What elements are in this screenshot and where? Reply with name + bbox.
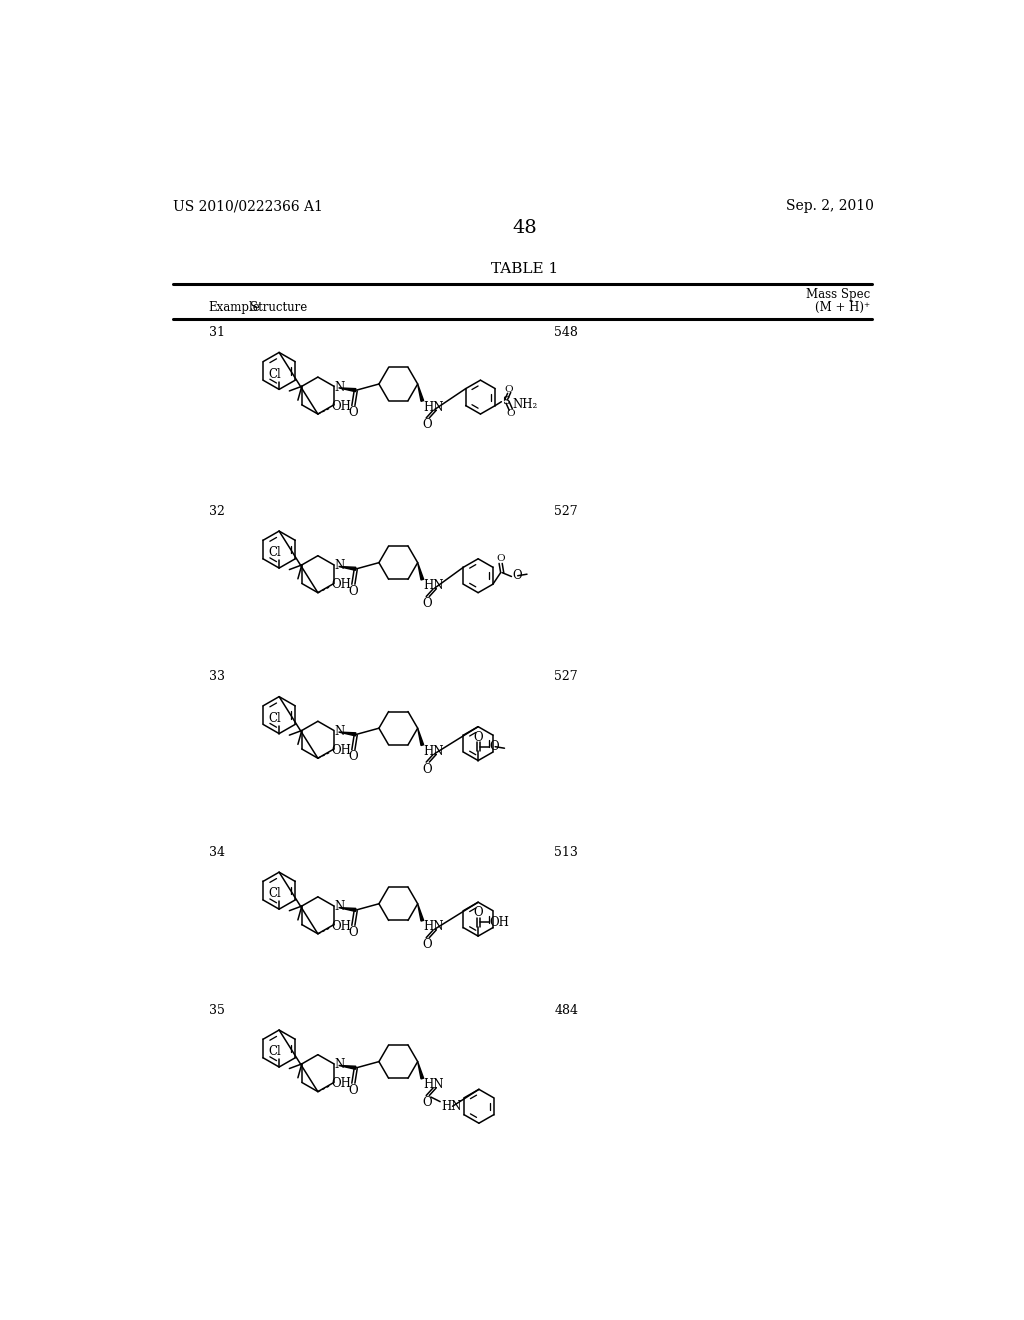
Text: 48: 48 [512,219,538,236]
Text: 31: 31 [209,326,224,339]
Text: N: N [335,1059,345,1072]
Text: Structure: Structure [251,301,307,314]
Polygon shape [339,908,356,911]
Text: O: O [348,407,358,418]
Text: 513: 513 [554,846,579,859]
Text: O: O [422,597,432,610]
Text: OH: OH [489,916,510,929]
Polygon shape [418,1061,424,1078]
Text: US 2010/0222366 A1: US 2010/0222366 A1 [173,199,323,213]
Text: HN: HN [423,744,443,758]
Text: Example: Example [209,301,260,314]
Polygon shape [418,729,424,746]
Text: O: O [422,763,432,776]
Text: O: O [348,925,358,939]
Text: N: N [335,560,345,573]
Text: O: O [422,1096,432,1109]
Polygon shape [418,384,424,401]
Text: HN: HN [441,1100,462,1113]
Text: O: O [497,554,505,564]
Polygon shape [339,733,356,735]
Text: O: O [348,1084,358,1097]
Text: O: O [489,741,500,754]
Text: O: O [473,907,483,920]
Text: Cl: Cl [268,367,281,380]
Text: 32: 32 [209,504,224,517]
Text: O: O [504,385,513,393]
Text: HN: HN [423,579,443,593]
Text: 527: 527 [554,504,578,517]
Text: Cl: Cl [268,887,281,900]
Text: 484: 484 [554,1003,579,1016]
Text: NH₂: NH₂ [512,397,538,411]
Text: 35: 35 [209,1003,224,1016]
Text: 33: 33 [209,671,224,684]
Text: OH: OH [331,400,351,413]
Text: Cl: Cl [268,546,281,560]
Text: Mass Spec: Mass Spec [806,288,870,301]
Text: 527: 527 [554,671,578,684]
Text: S: S [502,396,510,407]
Text: Cl: Cl [268,711,281,725]
Polygon shape [339,388,356,392]
Polygon shape [339,566,356,570]
Text: TABLE 1: TABLE 1 [492,261,558,276]
Text: OH: OH [331,1077,351,1090]
Text: O: O [348,585,358,598]
Text: O: O [507,409,515,417]
Text: O: O [422,939,432,952]
Text: (M + H)⁺: (M + H)⁺ [815,301,870,314]
Text: O: O [348,750,358,763]
Polygon shape [339,1065,356,1069]
Text: OH: OH [331,920,351,933]
Text: O: O [422,418,432,432]
Text: N: N [335,380,345,393]
Text: Sep. 2, 2010: Sep. 2, 2010 [785,199,873,213]
Text: OH: OH [331,744,351,758]
Text: HN: HN [423,920,443,933]
Text: N: N [335,725,345,738]
Text: O: O [473,731,483,744]
Text: HN: HN [423,1078,443,1092]
Text: 34: 34 [209,846,224,859]
Text: N: N [335,900,345,913]
Text: 548: 548 [554,326,579,339]
Text: O: O [512,569,522,582]
Text: OH: OH [331,578,351,591]
Polygon shape [418,904,424,921]
Text: Cl: Cl [268,1045,281,1059]
Polygon shape [418,562,424,579]
Text: HN: HN [423,400,443,413]
